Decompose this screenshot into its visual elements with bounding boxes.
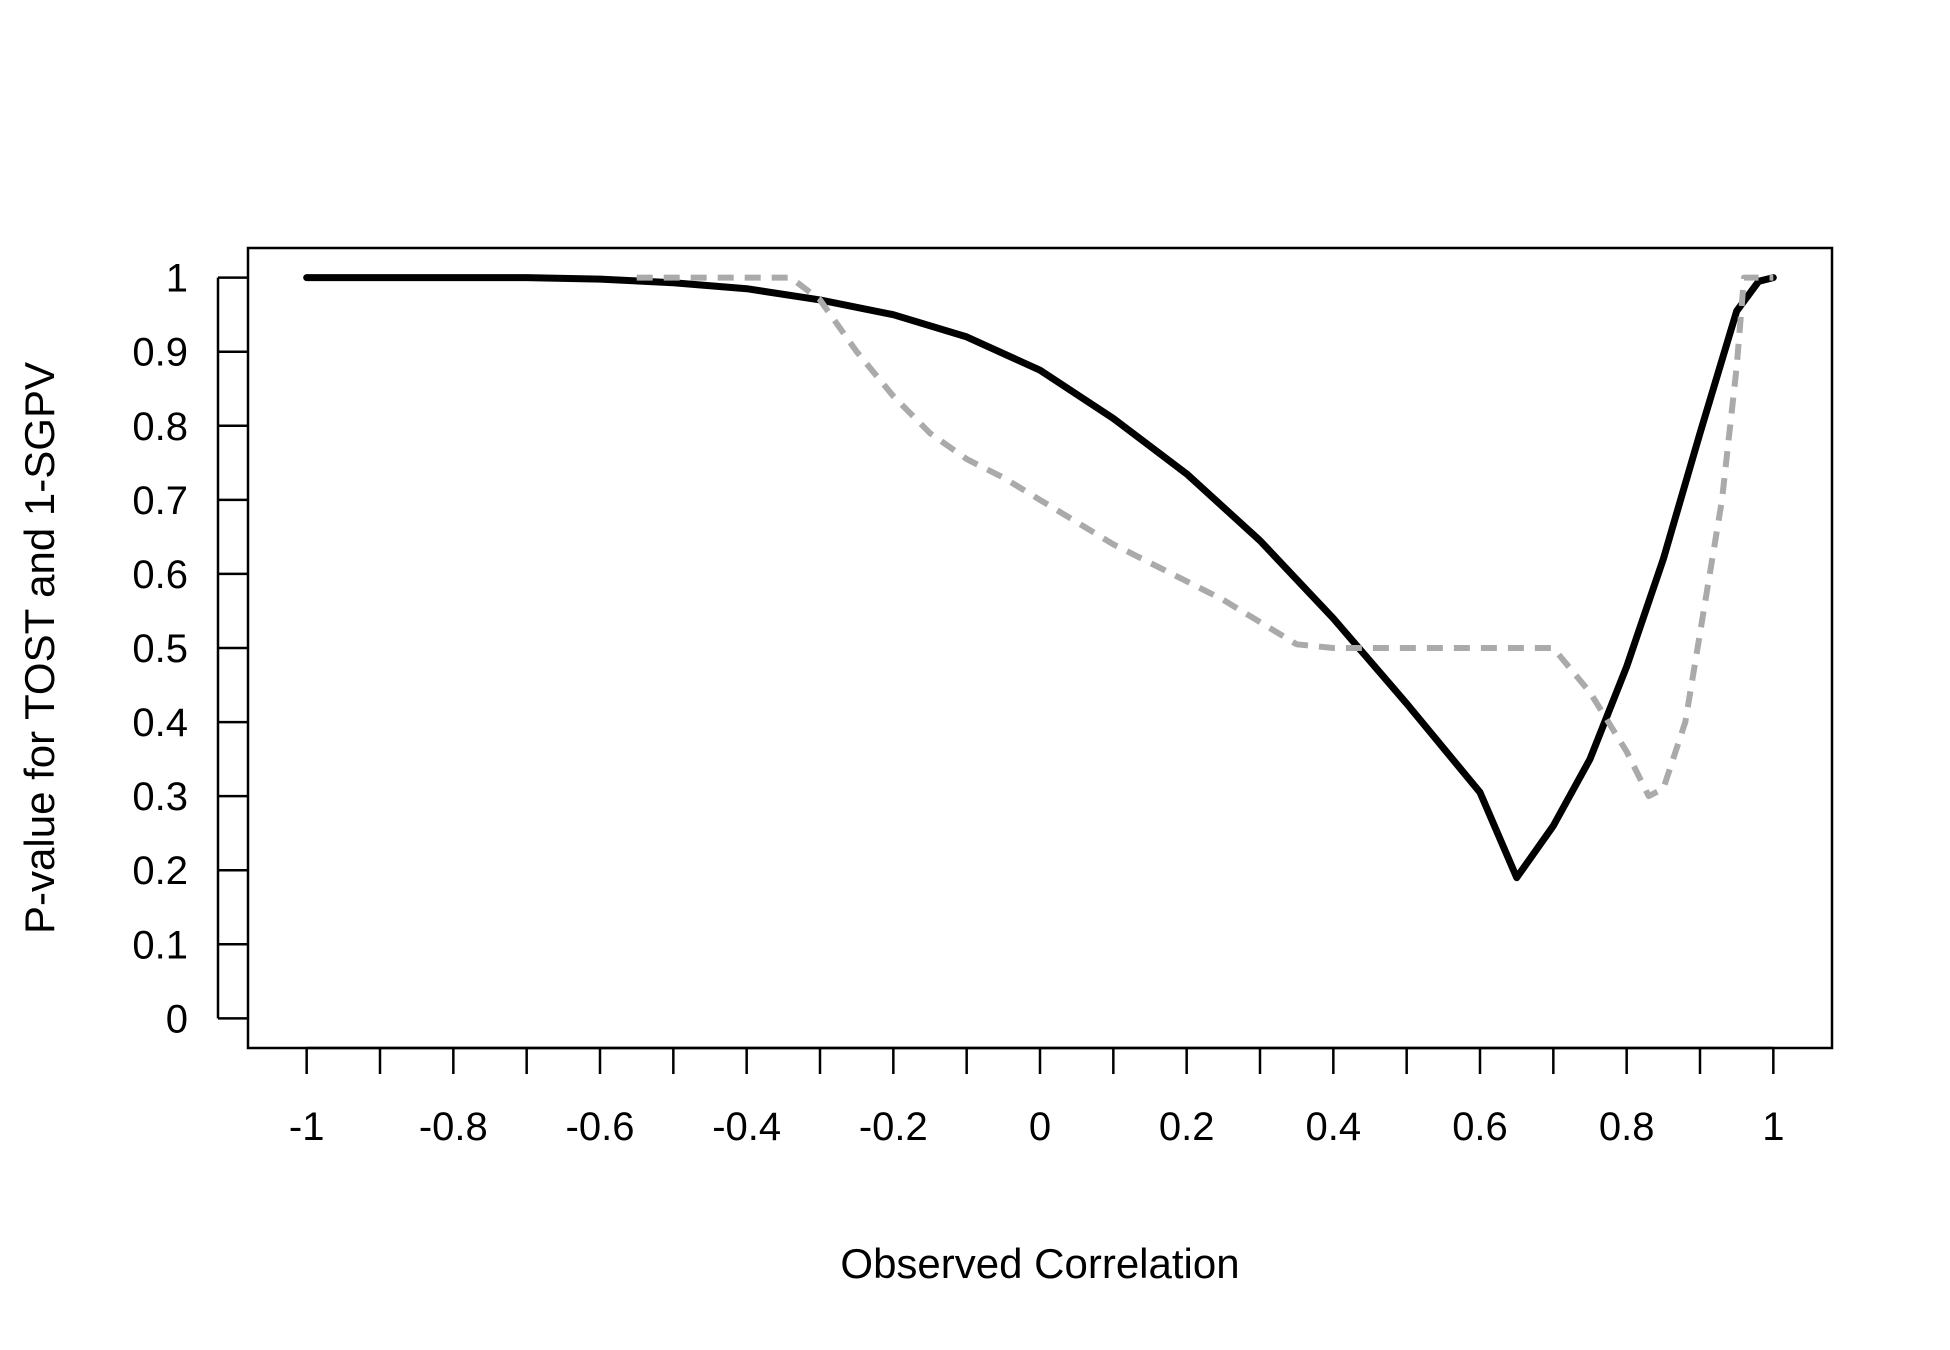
x-tick-label: -0.6 — [566, 1105, 635, 1149]
y-tick-label: 0.8 — [132, 405, 188, 449]
x-tick-label: 1 — [1762, 1105, 1784, 1149]
y-tick-label: 0.3 — [132, 775, 188, 819]
y-axis-title: P-value for TOST and 1-SGPV — [16, 362, 63, 934]
dashed-series-line — [636, 274, 1774, 800]
y-tick-label: 0.4 — [132, 701, 188, 745]
solid-series-line — [303, 274, 1777, 882]
x-tick-label: 0 — [1029, 1105, 1051, 1149]
x-axis: -1 -0.8 -0.6 -0.4 -0.2 0 0.2 0.4 0.6 0.8 1 — [289, 1046, 1784, 1149]
y-tick-label: 0.1 — [132, 923, 188, 967]
x-tick-label: -0.8 — [419, 1105, 488, 1149]
series-layer — [303, 274, 1777, 882]
y-tick-label: 0.2 — [132, 849, 188, 893]
y-tick-label: 0.5 — [132, 627, 188, 671]
x-tick-label: -0.2 — [859, 1105, 928, 1149]
x-tick-label: -0.4 — [712, 1105, 781, 1149]
y-tick-label: 0.6 — [132, 553, 188, 597]
y-tick-label: 1 — [166, 257, 188, 301]
x-tick-label: 0.6 — [1452, 1105, 1508, 1149]
x-tick-label: 0.8 — [1599, 1105, 1655, 1149]
x-axis-title: Observed Correlation — [840, 1240, 1239, 1287]
x-tick-label: 0.2 — [1159, 1105, 1215, 1149]
y-tick-label: 0.9 — [132, 331, 188, 375]
x-tick-label: -1 — [289, 1105, 325, 1149]
y-tick-label: 0 — [166, 997, 188, 1041]
x-tick-label: 0.4 — [1306, 1105, 1362, 1149]
y-tick-label: 0.7 — [132, 479, 188, 523]
y-axis: 0 0.1 0.2 0.3 0.4 0.5 0.6 0.7 0.8 0.9 1 — [132, 257, 248, 1041]
